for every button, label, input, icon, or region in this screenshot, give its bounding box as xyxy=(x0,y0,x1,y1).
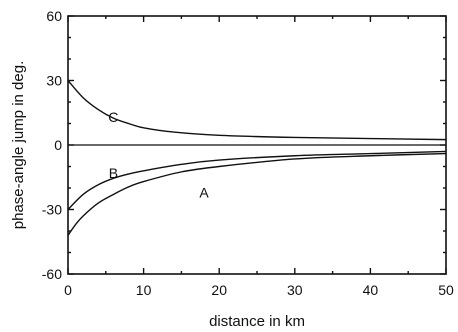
x-tick-label: 40 xyxy=(363,282,379,298)
y-tick-label: 0 xyxy=(54,137,62,153)
x-axis-label: distance in km xyxy=(209,313,305,330)
y-tick-label: 30 xyxy=(46,73,62,89)
x-tick-label: 10 xyxy=(136,282,152,298)
curve-label-a: A xyxy=(199,184,209,200)
y-axis-ticks: 60 30 0 -30 -60 xyxy=(42,8,446,282)
curve-label-b: B xyxy=(109,165,118,181)
series-curves xyxy=(67,80,447,236)
series-curve-a xyxy=(67,152,447,236)
x-tick-label: 0 xyxy=(64,282,72,298)
x-tick-label: 20 xyxy=(211,282,227,298)
y-tick-label: 60 xyxy=(46,8,62,24)
x-tick-label: 50 xyxy=(438,282,454,298)
x-axis-ticks: 0 10 20 30 40 50 xyxy=(64,16,454,298)
series-curve-b xyxy=(67,150,447,210)
y-axis-label: phase-angle jump in deg. xyxy=(10,61,27,229)
y-tick-label: -60 xyxy=(42,266,62,282)
y-tick-label: -30 xyxy=(42,202,62,218)
curve-label-c: C xyxy=(108,109,118,125)
series-labels: C B A xyxy=(108,109,209,200)
x-tick-label: 30 xyxy=(287,282,303,298)
series-curve-c xyxy=(67,80,447,141)
